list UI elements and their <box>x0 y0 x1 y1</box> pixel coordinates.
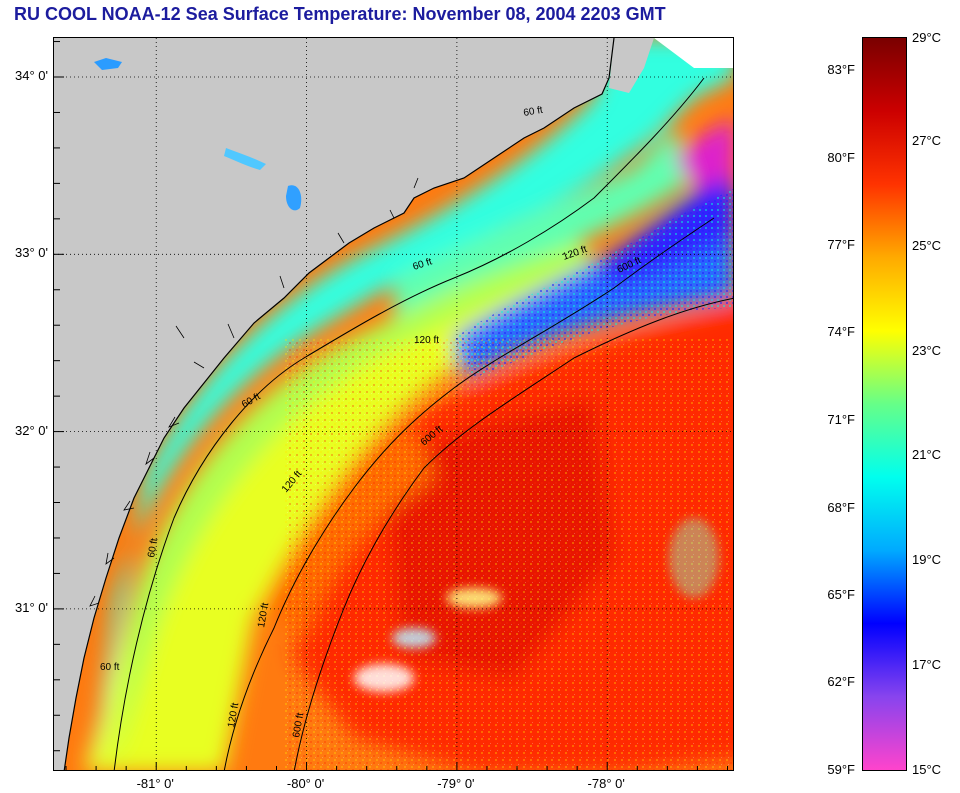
lat-label-33: 33° 0' <box>15 245 48 261</box>
lat-label-34: 34° 0' <box>15 68 48 83</box>
colorbar-celsius-label: 25°C <box>912 238 942 253</box>
lon-label-81: -81° 0' <box>136 776 174 791</box>
colorbar-fahrenheit-label: 62°F <box>827 674 855 689</box>
lon-label-80: -80° 0' <box>286 776 325 791</box>
depth-label: 600 ft <box>291 712 306 739</box>
colorbar-celsius-label: 29°C <box>912 30 942 45</box>
depth-label: 60 ft <box>100 662 120 673</box>
colorbar-fahrenheit-label: 71°F <box>827 412 855 427</box>
colorbar-celsius-label: 19°C <box>912 552 942 567</box>
colorbar-fahrenheit-label: 74°F <box>827 324 855 339</box>
lon-label-78: -78° 0' <box>587 776 625 791</box>
depth-label: 60 ft <box>146 537 160 558</box>
sst-map[interactable]: 60 ft 60 ft 60 ft 60 ft 60 ft 120 ft 120… <box>53 37 734 771</box>
temperature-colorbar <box>862 37 907 771</box>
map-title: RU COOL NOAA-12 Sea Surface Temperature:… <box>14 4 666 24</box>
lat-label-32: 32° 0' <box>15 422 48 438</box>
lon-label-79: -79° 0' <box>437 776 475 791</box>
colorbar-celsius-label: 23°C <box>912 343 942 358</box>
colorbar-fahrenheit-label: 80°F <box>827 150 855 165</box>
colorbar-celsius-label: 21°C <box>912 447 942 462</box>
depth-label: 120 ft <box>256 602 271 629</box>
colorbar-gradient <box>863 38 906 770</box>
lat-lon-grid <box>54 38 733 770</box>
colorbar-fahrenheit-label: 68°F <box>827 500 855 515</box>
colorbar-celsius-label: 17°C <box>912 657 942 672</box>
colorbar-fahrenheit-label: 83°F <box>827 62 855 77</box>
colorbar-celsius-label: 15°C <box>912 762 942 777</box>
colorbar-celsius-label: 27°C <box>912 133 942 148</box>
colorbar-fahrenheit-label: 65°F <box>827 587 855 602</box>
depth-label: 60 ft <box>523 105 544 119</box>
depth-label: 120 ft <box>414 335 439 346</box>
lat-label-31: 31° 0' <box>15 599 48 615</box>
depth-label: 120 ft <box>226 702 241 729</box>
sst-map-canvas: 60 ft 60 ft 60 ft 60 ft 60 ft 120 ft 120… <box>54 38 733 770</box>
colorbar-fahrenheit-label: 77°F <box>827 237 855 252</box>
colorbar-fahrenheit-label: 59°F <box>827 762 855 777</box>
